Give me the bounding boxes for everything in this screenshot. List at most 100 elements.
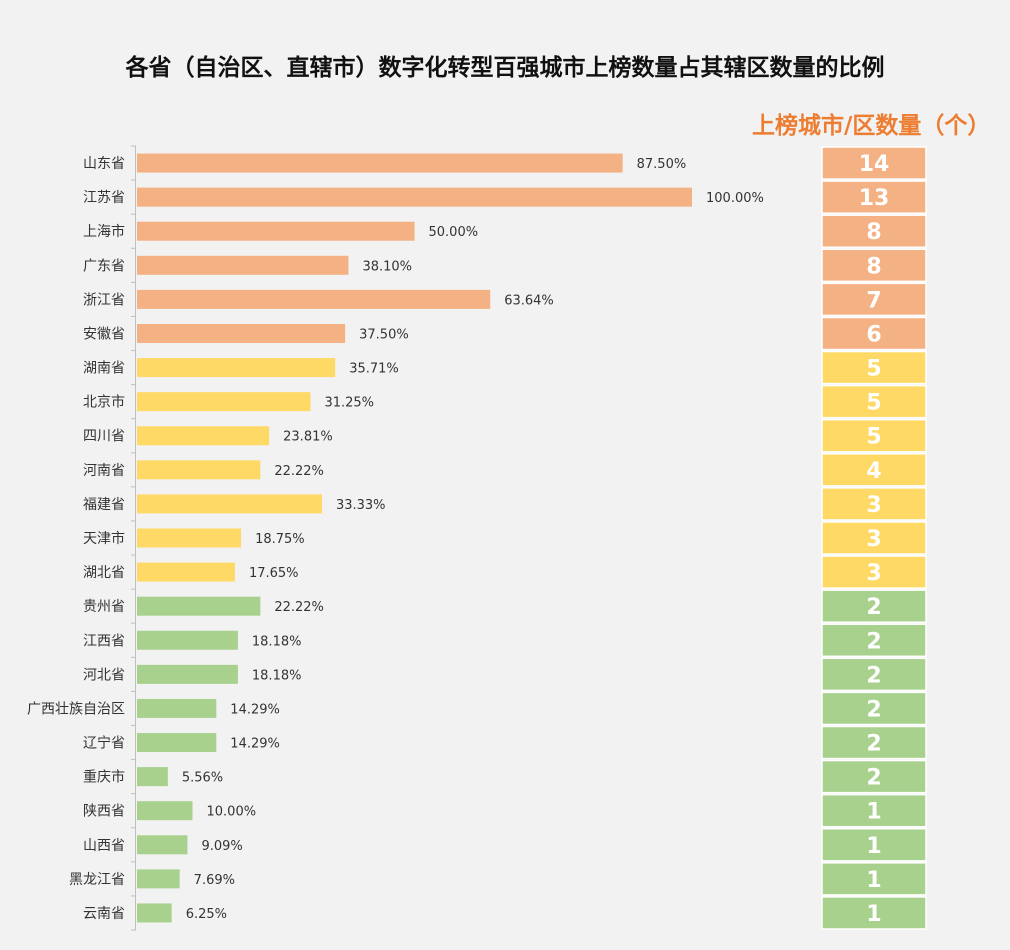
value-label: 50.00%: [429, 225, 479, 240]
count-value: 8: [866, 254, 881, 279]
count-value: 14: [859, 152, 890, 177]
bar: [137, 801, 193, 821]
count-cell: [821, 248, 927, 283]
value-label: 22.22%: [274, 464, 324, 479]
category-label: 山西省: [83, 838, 125, 854]
bar: [137, 630, 238, 650]
value-label: 14.29%: [230, 737, 280, 752]
bar: [137, 562, 235, 582]
value-label: 18.75%: [255, 532, 305, 547]
count-value: 13: [859, 186, 890, 211]
category-label: 河南省: [83, 463, 125, 479]
value-label: 35.71%: [349, 362, 399, 377]
count-column-header: 上榜城市/区数量（个）: [752, 113, 991, 139]
count-cell: [821, 827, 927, 862]
count-cell: [821, 316, 927, 351]
category-label: 广西壮族自治区: [27, 701, 125, 717]
category-label: 江苏省: [83, 190, 125, 206]
count-value: 2: [866, 663, 881, 688]
count-cell: [821, 350, 927, 385]
count-cell: [821, 725, 927, 760]
count-cell: [821, 555, 927, 589]
bar: [137, 255, 349, 275]
category-label: 云南省: [83, 906, 125, 922]
category-label: 湖北省: [83, 565, 125, 581]
bar: [137, 903, 172, 923]
category-label: 四川省: [83, 429, 125, 445]
count-cell: [821, 146, 927, 180]
count-value: 1: [866, 868, 881, 893]
count-value: 5: [866, 425, 881, 450]
bar: [137, 323, 346, 343]
value-label: 17.65%: [249, 566, 299, 581]
category-label: 辽宁省: [83, 735, 125, 752]
bar: [137, 153, 623, 173]
category-label: 重庆市: [83, 769, 125, 786]
value-label: 22.22%: [274, 600, 324, 615]
count-value: 2: [866, 732, 881, 757]
value-label: 37.50%: [359, 327, 409, 342]
category-label: 福建省: [83, 497, 125, 513]
value-label: 10.00%: [207, 805, 257, 820]
count-cell: [821, 623, 927, 658]
value-label: 7.69%: [194, 873, 235, 888]
count-value: 3: [866, 561, 881, 586]
value-label: 18.18%: [252, 634, 302, 649]
bar: [137, 221, 415, 241]
bar: [137, 767, 168, 787]
category-label: 广东省: [83, 258, 125, 274]
bar: [137, 835, 188, 855]
count-value: 5: [866, 391, 881, 416]
count-value: 7: [866, 288, 881, 313]
count-cell: [821, 180, 927, 214]
count-cell: [821, 384, 927, 419]
bar: [137, 460, 261, 480]
category-label: 天津市: [83, 530, 125, 547]
bar: [137, 426, 270, 446]
count-value: 8: [866, 220, 881, 245]
category-label: 河北省: [83, 667, 125, 683]
bar: [137, 358, 336, 378]
category-label: 江西省: [83, 633, 125, 649]
count-cell: [821, 453, 927, 487]
count-value: 1: [866, 834, 881, 859]
bar: [137, 664, 238, 684]
count-cell: [821, 657, 927, 692]
count-cell: [821, 691, 927, 726]
category-label: 湖南省: [83, 361, 125, 377]
count-value: 1: [866, 800, 881, 825]
bar: [137, 869, 180, 889]
bar: [137, 596, 261, 616]
category-label: 浙江省: [83, 292, 125, 308]
value-label: 38.10%: [362, 259, 412, 274]
value-label: 31.25%: [324, 396, 374, 411]
category-label: 安徽省: [83, 326, 125, 342]
count-value: 3: [866, 493, 881, 518]
count-cell: [821, 214, 927, 249]
category-label: 贵州省: [83, 599, 125, 615]
value-label: 6.25%: [186, 907, 227, 922]
bar: [137, 392, 311, 412]
count-value: 2: [866, 595, 881, 620]
value-label: 33.33%: [336, 498, 386, 513]
count-cell: [821, 521, 927, 555]
bar: [137, 528, 242, 548]
value-label: 87.50%: [637, 157, 687, 172]
count-value: 4: [866, 459, 881, 484]
count-cell: [821, 589, 927, 623]
count-value: 2: [866, 629, 881, 654]
count-cell: [821, 418, 927, 453]
bar: [137, 698, 217, 718]
count-value: 1: [866, 902, 881, 927]
bar: [137, 289, 491, 309]
count-value: 2: [866, 697, 881, 722]
count-cell: [821, 487, 927, 521]
category-label: 北京市: [83, 394, 125, 411]
bar: [137, 494, 322, 514]
count-value: 5: [866, 357, 881, 382]
category-label: 陕西省: [83, 804, 125, 820]
count-value: 3: [866, 527, 881, 552]
bar: [137, 733, 217, 753]
value-label: 9.09%: [201, 839, 242, 854]
